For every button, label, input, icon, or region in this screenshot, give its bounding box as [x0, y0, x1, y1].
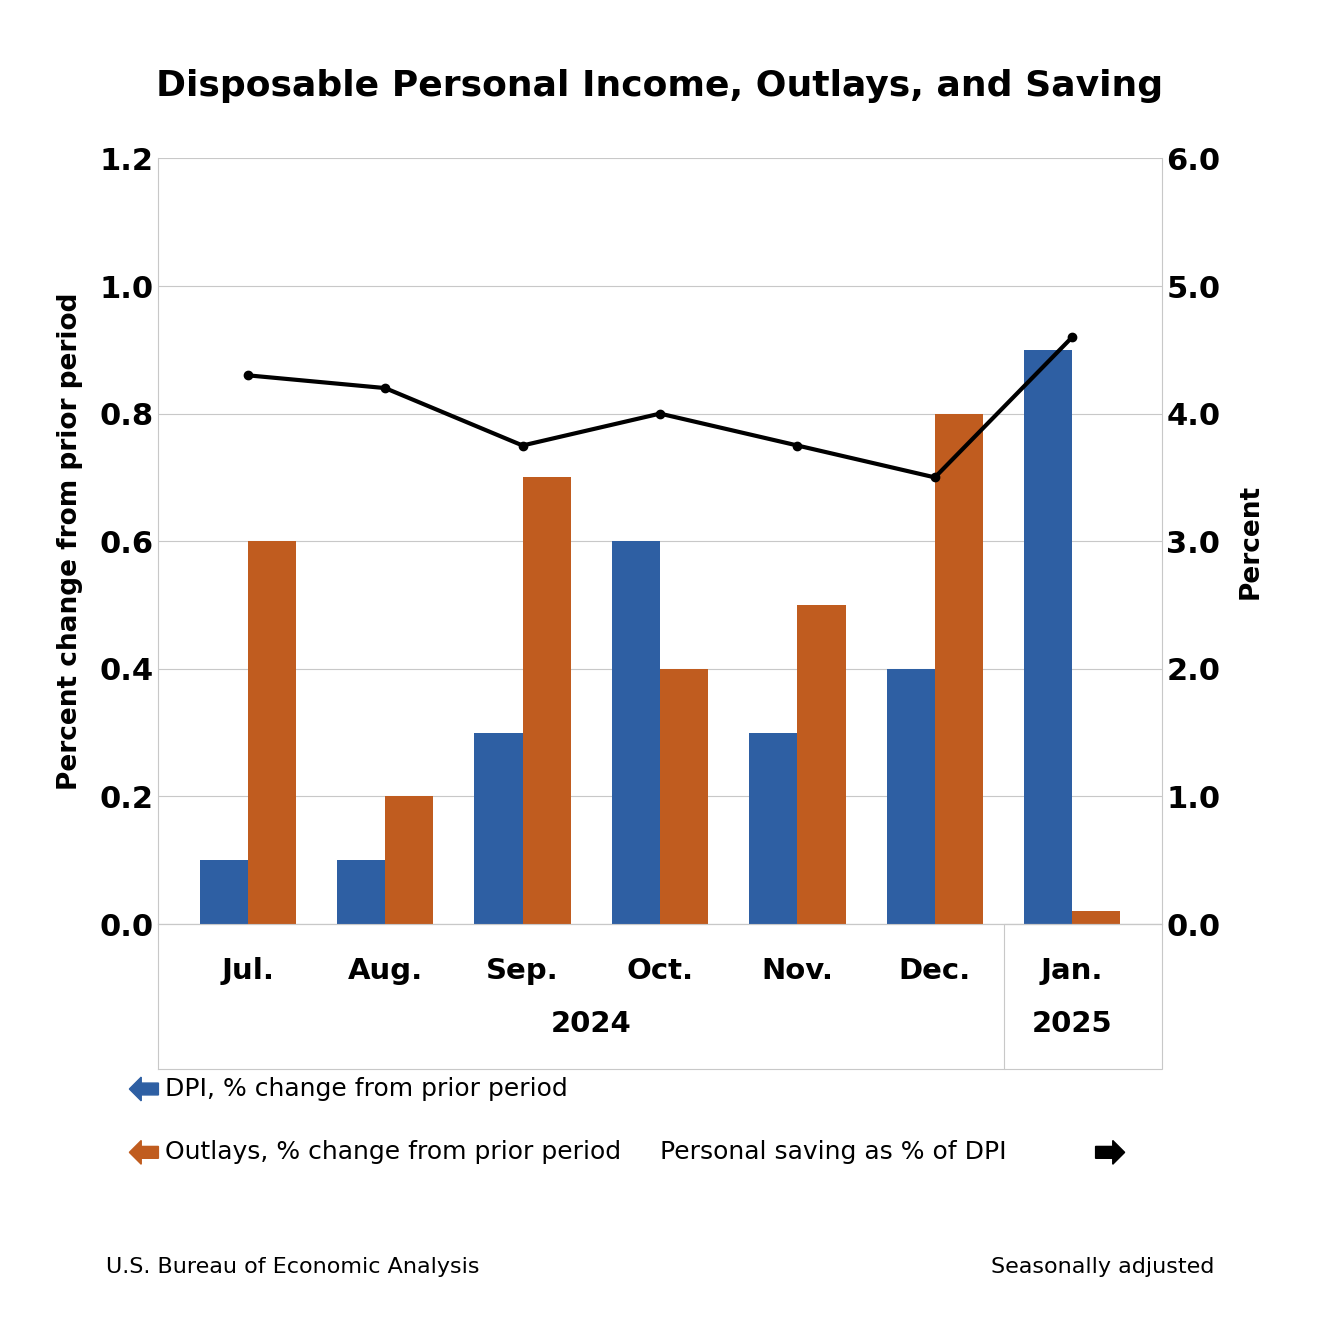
Text: Sep.: Sep.	[486, 957, 558, 985]
Bar	[797, 605, 846, 924]
Bar	[660, 669, 708, 924]
Text: Aug.: Aug.	[347, 957, 422, 985]
Text: Jul.: Jul.	[222, 957, 275, 985]
Text: Nov.: Nov.	[762, 957, 833, 985]
Text: DPI, % change from prior period: DPI, % change from prior period	[165, 1077, 568, 1101]
Text: Personal saving as % of DPI: Personal saving as % of DPI	[660, 1140, 1007, 1164]
Text: Jan.: Jan.	[1041, 957, 1104, 985]
Bar	[199, 861, 248, 924]
Bar	[612, 541, 660, 924]
Text: Disposable Personal Income, Outlays, and Saving: Disposable Personal Income, Outlays, and…	[157, 69, 1163, 103]
Text: Oct.: Oct.	[627, 957, 693, 985]
Bar	[248, 541, 296, 924]
Text: U.S. Bureau of Economic Analysis: U.S. Bureau of Economic Analysis	[106, 1257, 479, 1278]
Text: Dec.: Dec.	[899, 957, 972, 985]
Bar	[1024, 350, 1072, 924]
Bar	[935, 413, 983, 924]
Y-axis label: Percent: Percent	[1237, 483, 1263, 599]
Bar	[1072, 911, 1121, 924]
Text: Seasonally adjusted: Seasonally adjusted	[991, 1257, 1214, 1278]
Y-axis label: Percent change from prior period: Percent change from prior period	[57, 293, 83, 789]
Text: 2025: 2025	[1032, 1010, 1113, 1038]
Bar	[337, 861, 385, 924]
Bar	[887, 669, 935, 924]
Text: Outlays, % change from prior period: Outlays, % change from prior period	[165, 1140, 622, 1164]
Bar	[523, 478, 570, 924]
Bar	[474, 733, 523, 924]
Bar	[750, 733, 797, 924]
Text: 2024: 2024	[550, 1010, 632, 1038]
Bar	[385, 796, 433, 924]
